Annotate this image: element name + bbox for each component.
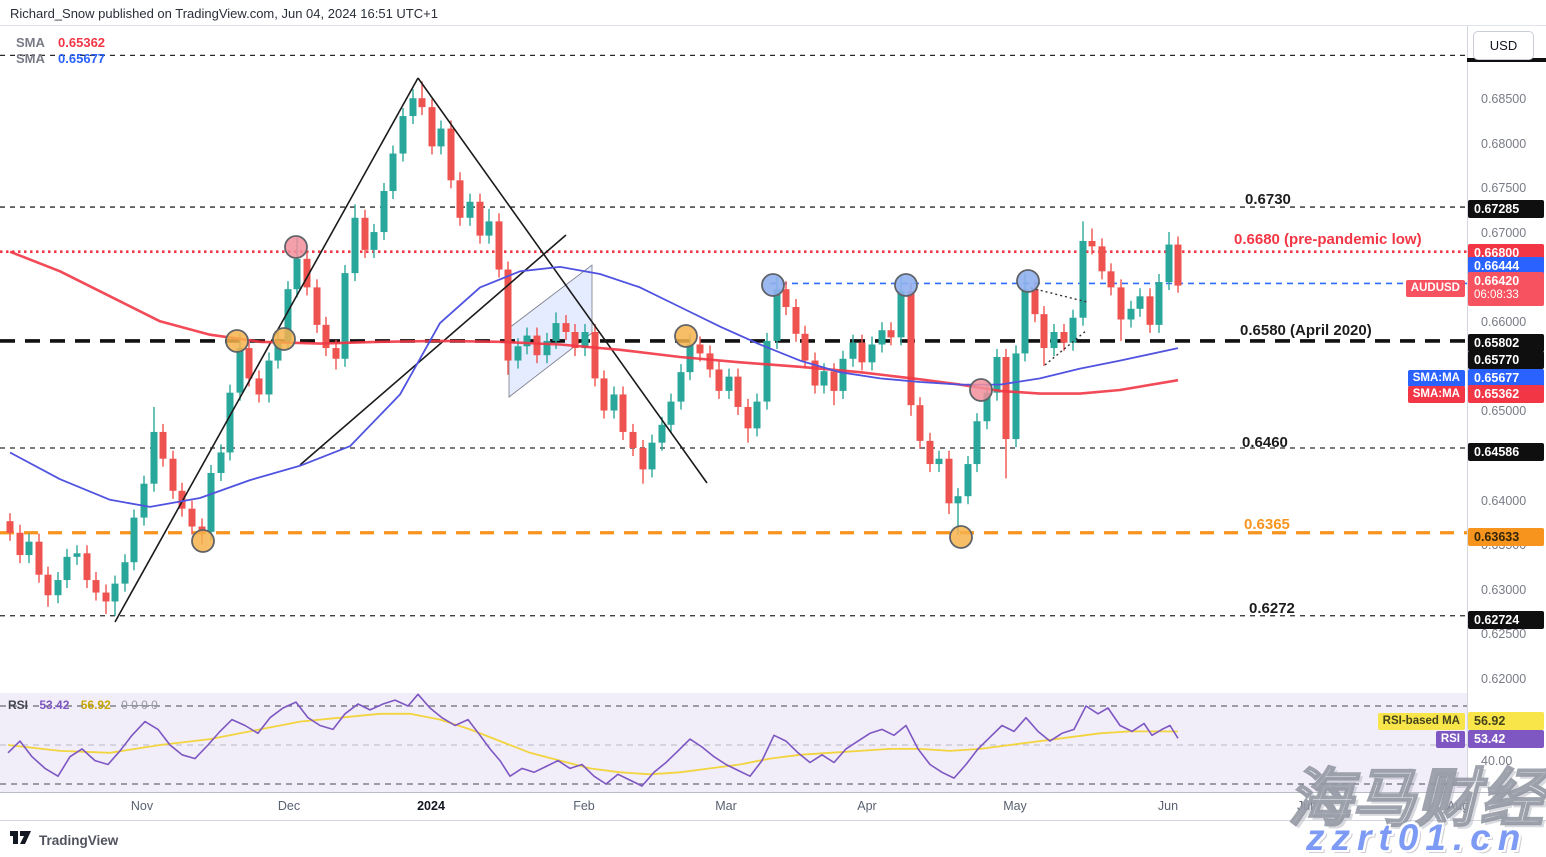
price-tick-0.63000: 0.63000 <box>1481 582 1527 597</box>
trendline-3[interactable] <box>299 234 567 466</box>
sma-200-line[interactable] <box>9 250 1179 395</box>
time-axis-label-Mar[interactable]: Mar <box>715 799 737 813</box>
legend-sma-slow[interactable]: SMA 0.65677 <box>16 51 105 66</box>
price-scale-top-bar <box>1467 58 1546 62</box>
price-tick-0.68500: 0.68500 <box>1481 92 1527 106</box>
price-tick-0.62500: 0.62500 <box>1481 627 1527 642</box>
watermark-url: zzrt01.cn <box>1306 817 1528 857</box>
price-label-0.63633[interactable]: 0.63633 <box>1468 528 1544 546</box>
price-tick-0.67000: 0.67000 <box>1481 225 1527 240</box>
level-annotation-text-1: 0.6680 (pre-pandemic low) <box>1234 231 1422 248</box>
marker-circle-blue-6[interactable] <box>761 273 785 297</box>
time-axis-label-Aug[interactable]: Aug <box>1446 799 1470 813</box>
price-tick-0.62000: 0.62000 <box>1481 672 1527 686</box>
countdown-timer: 06:08:33 <box>1474 289 1519 301</box>
marker-circle-pink-8[interactable] <box>969 378 993 402</box>
price-tick-0.65000: 0.65000 <box>1481 404 1527 419</box>
rsi-extra-params: 0 0 0 0 <box>121 698 158 712</box>
marker-circle-blue-9[interactable] <box>1016 269 1040 293</box>
bull-flag-shape[interactable] <box>508 264 593 398</box>
marker-circle-orange-0[interactable] <box>191 529 215 553</box>
series-tag-smama-1[interactable]: SMA:MA <box>1407 370 1465 387</box>
sma-slow-value: 0.65677 <box>58 51 106 66</box>
time-axis-label-May[interactable]: May <box>1003 799 1027 813</box>
time-axis-label-Nov[interactable]: Nov <box>130 799 154 813</box>
rsi-tick-40: 40.00 <box>1481 754 1513 768</box>
rsi-legend[interactable]: RSI 53.42 56.92 0 0 0 0 <box>8 698 158 712</box>
marker-circle-orange-4[interactable] <box>674 324 698 348</box>
price-tick-0.66000: 0.66000 <box>1481 315 1527 330</box>
marker-circle-pink-3[interactable] <box>284 235 308 259</box>
tradingview-logo-icon <box>10 831 32 850</box>
price-tick-0.67500: 0.67500 <box>1481 181 1527 196</box>
trendline-2[interactable] <box>417 77 708 484</box>
price-tick-0.68000: 0.68000 <box>1481 136 1527 151</box>
price-label-0.62724[interactable]: 0.62724 <box>1468 611 1544 629</box>
legend-sma-fast[interactable]: SMA 0.65362 <box>16 35 105 50</box>
rsi-panel-bg <box>0 693 1467 792</box>
time-axis-label-2024[interactable]: 2024 <box>417 799 445 813</box>
rsi-line[interactable] <box>7 693 1179 787</box>
price-label-0.66444[interactable]: 0.66444 <box>1468 257 1544 275</box>
time-axis-label-Feb[interactable]: Feb <box>573 799 595 813</box>
time-axis-label-Dec[interactable]: Dec <box>277 799 301 813</box>
pennant-line-2[interactable] <box>1044 329 1088 366</box>
rsi-ma-value: 56.92 <box>80 698 111 712</box>
marker-circle-blue-7[interactable] <box>894 273 918 297</box>
watermark-cn: 海马财经 <box>1287 763 1544 835</box>
tradingview-logo[interactable]: TradingView <box>10 831 118 850</box>
series-tag-smama-2[interactable]: SMA:MA <box>1407 386 1465 403</box>
rsi-ma-line[interactable] <box>7 712 1179 776</box>
price-label-56.92[interactable]: 56.92 <box>1468 712 1544 730</box>
time-axis-label-Jun[interactable]: Jun <box>1157 799 1179 813</box>
price-label-0.66420[interactable]: 0.66420 06:08:33 <box>1468 272 1544 306</box>
price-pane <box>0 54 1467 623</box>
rsi-label: RSI <box>8 698 29 712</box>
sma-fast-value: 0.65362 <box>58 35 106 50</box>
price-label-0.65362[interactable]: 0.65362 <box>1468 385 1544 403</box>
series-tag-rsibasedma-3[interactable]: RSI-based MA <box>1377 713 1465 730</box>
rsi-value: 53.42 <box>39 698 70 712</box>
level-annotation-text-2: 0.6580 (April 2020) <box>1240 322 1372 339</box>
level-annotation-text-5: 0.6272 <box>1249 600 1295 617</box>
currency-toggle-button[interactable]: USD <box>1473 31 1534 60</box>
series-tag-audusd-0[interactable]: AUDUSD <box>1405 280 1465 297</box>
time-axis-label-Jul[interactable]: Jul <box>1297 799 1313 813</box>
price-tick-0.64000: 0.64000 <box>1481 493 1527 508</box>
price-label-0.65677[interactable]: 0.65677 <box>1468 369 1544 387</box>
price-label-0.67285[interactable]: 0.67285 <box>1468 200 1544 218</box>
price-label-0.64586[interactable]: 0.64586 <box>1468 443 1544 461</box>
series-tag-rsi-4[interactable]: RSI <box>1435 731 1465 748</box>
time-axis-label-Apr[interactable]: Apr <box>857 799 877 813</box>
sma-label: SMA <box>16 35 45 50</box>
marker-circle-orange-2[interactable] <box>272 327 296 351</box>
level-annotation-text-4: 0.6365 <box>1244 516 1290 533</box>
sma-label: SMA <box>16 51 45 66</box>
marker-circle-orange-1[interactable] <box>225 329 249 353</box>
tradingview-logo-text: TradingView <box>39 833 119 848</box>
level-annotation-text-3: 0.6460 <box>1242 434 1288 451</box>
pennant-line-1[interactable] <box>1030 287 1088 303</box>
rsi-pane <box>0 693 1467 787</box>
trendline-1[interactable] <box>114 77 419 623</box>
attribution-text: Richard_Snow published on TradingView.co… <box>10 6 438 21</box>
price-label-0.65770[interactable]: 0.65770 <box>1468 351 1544 369</box>
level-annotation-text-0: 0.6730 <box>1245 191 1291 208</box>
price-label-53.42[interactable]: 53.42 <box>1468 730 1544 748</box>
marker-circle-orange-5[interactable] <box>949 525 973 549</box>
price-label-0.65802[interactable]: 0.65802 <box>1468 334 1544 352</box>
